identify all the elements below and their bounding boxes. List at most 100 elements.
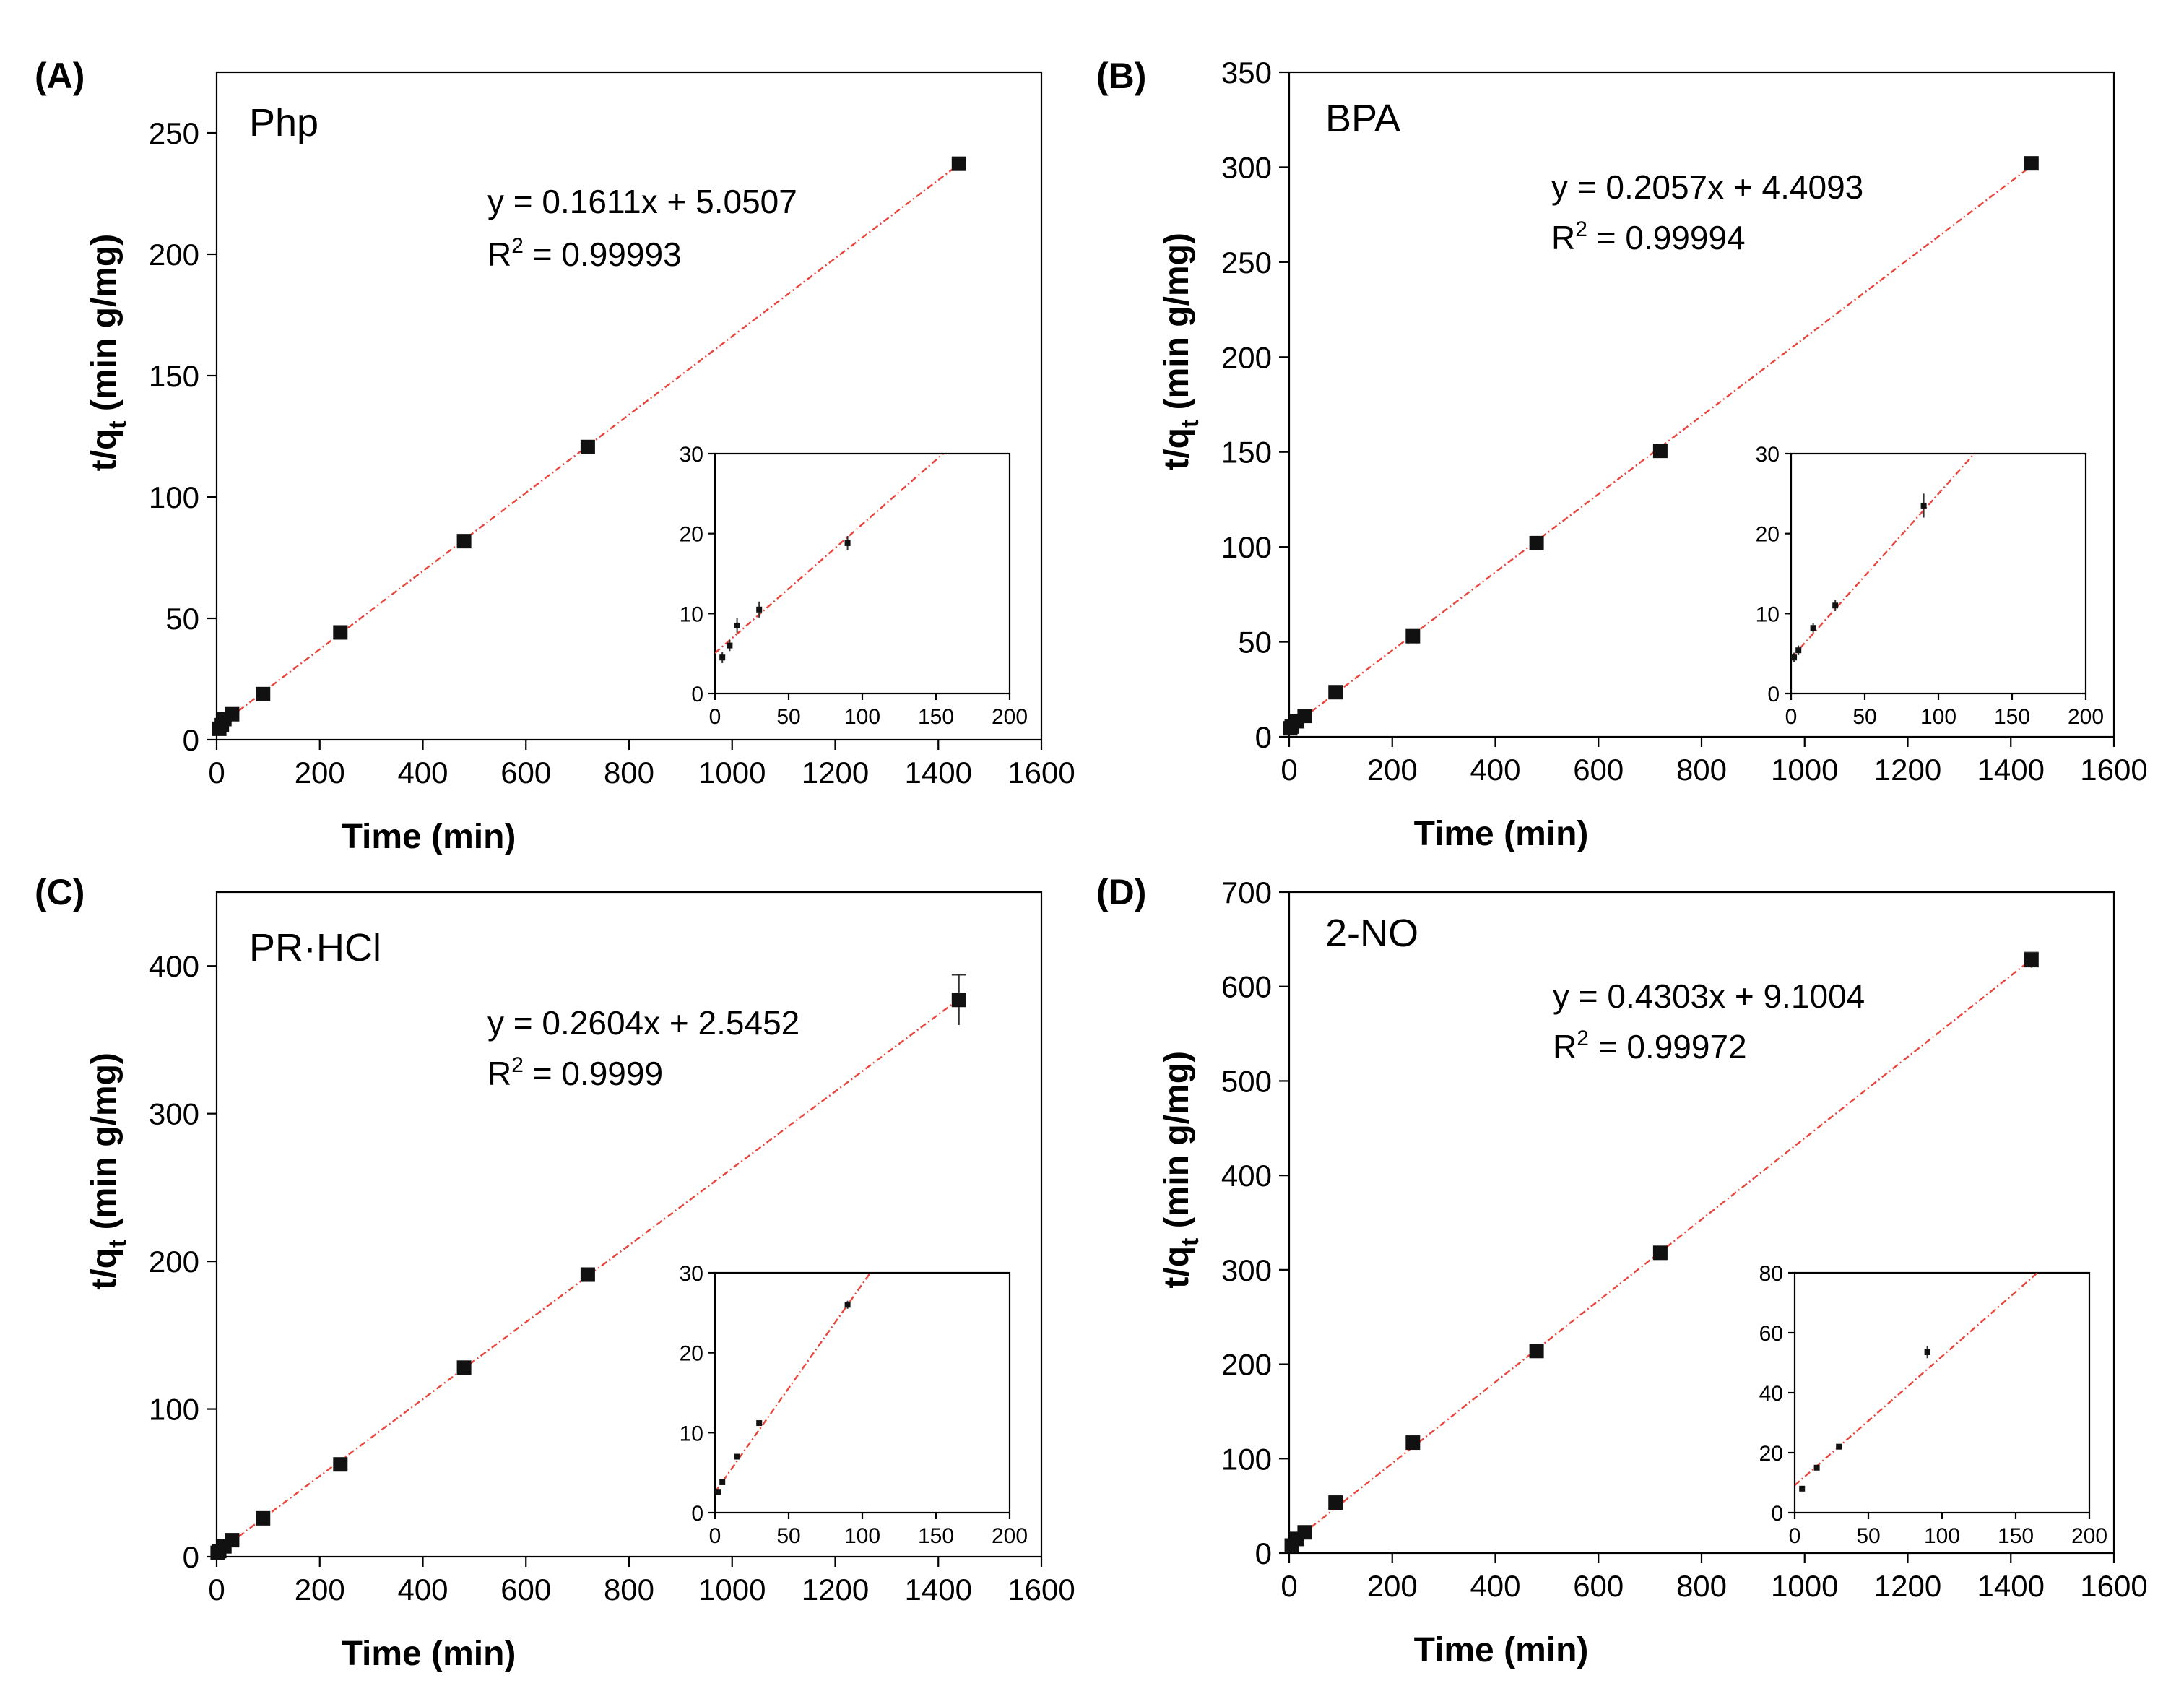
inset-frame — [1793, 1271, 2091, 1514]
data-point — [1405, 1435, 1421, 1451]
y-axis-title: t/qt (min g/mg) — [85, 1052, 131, 1290]
inset-y-tick-label: 20 — [680, 1342, 703, 1366]
x-tick-label: 1000 — [1771, 1569, 1838, 1603]
x-tick-label: 0 — [1280, 1569, 1297, 1603]
inset-x-tick-label: 100 — [1920, 705, 1956, 729]
data-point — [951, 993, 966, 1008]
inset-x-tick-label: 150 — [918, 1524, 954, 1548]
inset-fit-line — [715, 454, 945, 654]
inset-y-tick-label: 10 — [680, 602, 703, 626]
y-axis-title-sub: t — [104, 420, 131, 428]
y-tick-label: 0 — [1255, 720, 1272, 754]
r-squared-prefix: R — [1553, 1028, 1577, 1065]
inset-x-tick-label: 150 — [1998, 1524, 2034, 1548]
inset-x-tick-label: 200 — [992, 1524, 1028, 1548]
y-tick-label: 400 — [149, 949, 199, 983]
chart-panel: 0 200 400 600 800 1000 1200 1400 160005010015020… — [35, 56, 1075, 856]
chart-panel: 0 200 400 600 800 1000 1200 1400 160001002003004… — [1096, 872, 2148, 1669]
y-tick-label: 200 — [1221, 1348, 1272, 1382]
inset-data-point — [1920, 502, 1927, 509]
r-squared: R2 = 0.9999 — [488, 1053, 663, 1092]
fit-equation: y = 0.1611x + 5.0507 — [488, 183, 797, 220]
inset-x-tick-label: 200 — [2068, 705, 2104, 729]
x-tick-label: 1600 — [1008, 756, 1075, 790]
compound-name: Php — [249, 101, 318, 144]
inset-data-point — [715, 1489, 722, 1495]
data-point — [225, 706, 240, 722]
y-tick-label: 50 — [165, 602, 199, 636]
inset-y-tick-label: 20 — [680, 523, 703, 547]
x-tick-label: 600 — [500, 756, 551, 790]
inset-data-point — [844, 540, 851, 546]
inset-data-point — [1791, 654, 1798, 661]
r-squared-value: = 0.9999 — [524, 1055, 663, 1092]
y-tick-label: 250 — [149, 116, 199, 150]
r-squared-sup: 2 — [511, 234, 524, 258]
x-axis-title: Time (min) — [342, 1635, 516, 1673]
y-tick-label: 0 — [1255, 1536, 1272, 1570]
x-tick-label: 400 — [397, 756, 448, 790]
r-squared-sup: 2 — [511, 1053, 524, 1077]
y-tick-label: 50 — [1238, 626, 1272, 660]
x-tick-label: 200 — [295, 1573, 345, 1607]
inset-x-tick-label: 150 — [1994, 705, 2030, 729]
data-point — [1405, 628, 1421, 644]
x-tick-label: 1600 — [2080, 1569, 2147, 1603]
x-tick-label: 800 — [1676, 753, 1727, 787]
x-tick-label: 1000 — [698, 1573, 766, 1607]
inset-fit-line — [1795, 1273, 2039, 1487]
y-tick-label: 250 — [1221, 246, 1272, 280]
x-tick-label: 1600 — [1008, 1573, 1075, 1607]
inset-x-tick-label: 0 — [1789, 1524, 1801, 1548]
data-point — [1328, 685, 1343, 700]
data-point — [1652, 444, 1668, 459]
plot-frame — [215, 891, 1043, 1558]
inset-data-point — [727, 642, 733, 649]
inset-data-point — [1924, 1349, 1930, 1355]
y-axis-title-units: (min g/mg) — [1158, 233, 1196, 420]
r-squared-value: = 0.99993 — [524, 235, 682, 273]
fit-equation: y = 0.2057x + 4.4093 — [1551, 168, 1863, 206]
y-tick-label: 150 — [1221, 436, 1272, 470]
r-squared-value: = 0.99972 — [1589, 1028, 1747, 1065]
data-point — [1297, 709, 1312, 724]
y-axis-title: t/qt (min g/mg) — [1158, 233, 1204, 470]
inset-x-tick-label: 50 — [1856, 1524, 1880, 1548]
data-point — [1328, 1495, 1343, 1510]
x-tick-label: 600 — [1573, 1569, 1624, 1603]
panel-label: (D) — [1096, 872, 1146, 912]
y-tick-label: 300 — [1221, 150, 1272, 184]
compound-name: 2-NO — [1325, 912, 1418, 955]
x-axis-title: Time (min) — [1414, 815, 1589, 853]
inset-y-tick-label: 10 — [1756, 602, 1780, 626]
y-axis-title-sub: t — [104, 1240, 131, 1248]
inset-y-tick-label: 0 — [691, 1502, 703, 1526]
x-tick-label: 0 — [1280, 753, 1297, 787]
inset-y-tick-label: 80 — [1759, 1262, 1783, 1286]
y-tick-label: 200 — [149, 238, 199, 272]
data-point — [456, 534, 472, 549]
inset-y-tick-label: 40 — [1759, 1382, 1783, 1406]
data-point — [256, 1510, 271, 1526]
inset-chart: 0 50 100 150 200 0 10 20 30 — [1756, 443, 2104, 729]
y-axis-title-main: t/q — [1158, 1246, 1196, 1289]
x-tick-label: 200 — [1367, 753, 1418, 787]
chart-panel: 0 200 400 600 800 1000 1200 1400 160001002003004… — [35, 872, 1075, 1673]
inset-x-tick-label: 100 — [844, 705, 880, 729]
r-squared: R2 = 0.99994 — [1551, 217, 1746, 256]
y-tick-label: 100 — [1221, 1442, 1272, 1476]
inset-fit-line — [715, 1273, 872, 1493]
data-point — [456, 1360, 472, 1375]
inset-chart: 0 50 100 150 200 0 10 20 30 — [680, 443, 1028, 729]
inset-y-tick-label: 0 — [691, 683, 703, 706]
inset-data-point — [756, 606, 763, 613]
y-tick-label: 600 — [1221, 970, 1272, 1004]
r-squared-prefix: R — [488, 1055, 511, 1092]
y-tick-label: 100 — [1221, 530, 1272, 564]
data-point — [225, 1533, 240, 1548]
y-tick-label: 700 — [1221, 876, 1272, 909]
inset-x-tick-label: 0 — [709, 1524, 722, 1548]
inset-x-tick-label: 100 — [1924, 1524, 1960, 1548]
inset-y-tick-label: 30 — [680, 443, 703, 467]
